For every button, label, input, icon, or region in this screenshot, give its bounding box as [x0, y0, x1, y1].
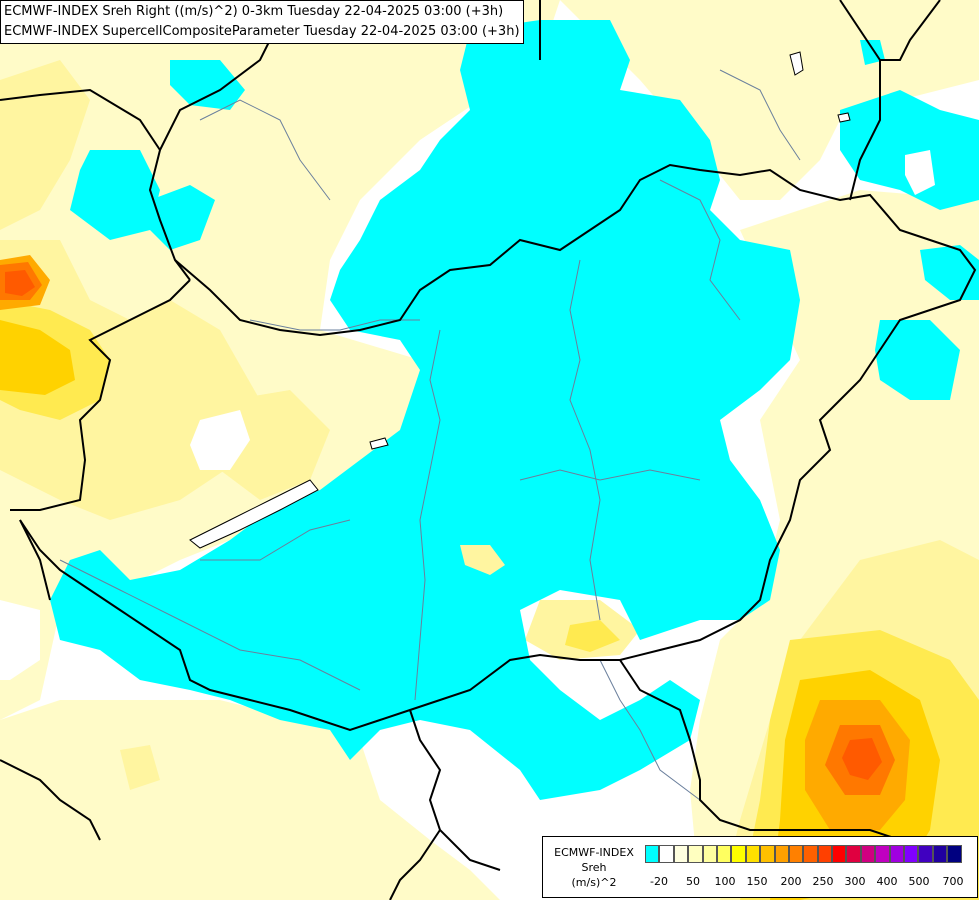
- legend-swatch: [817, 845, 833, 863]
- legend-tick-label: 700: [942, 875, 964, 888]
- color-legend: ECMWF-INDEX Sreh (m/s)^2 -20 50 100 150 200 2…: [542, 836, 978, 898]
- legend-tick-label: 300: [844, 875, 866, 888]
- legend-tick-label: 250: [812, 875, 834, 888]
- legend-swatch: [760, 845, 775, 863]
- map-title-box: ECMWF-INDEX Sreh Right ((m/s)^2) 0-3km T…: [0, 0, 524, 44]
- rivers: [59, 69, 801, 801]
- legend-swatch: [875, 845, 890, 863]
- red-orange-core: [5, 270, 882, 780]
- legend-swatch: [645, 845, 660, 863]
- legend-swatch: [889, 845, 905, 863]
- legend-swatch: [947, 845, 962, 863]
- legend-swatch: [745, 845, 761, 863]
- legend-swatch: [774, 845, 789, 863]
- legend-title-line-3: (m/s)^2: [571, 876, 617, 889]
- legend-swatch: [803, 845, 818, 863]
- legend-swatch: [731, 845, 746, 863]
- legend-swatch: [904, 845, 919, 863]
- legend-title-line-2: Sreh: [581, 861, 607, 874]
- legend-swatch: [788, 845, 804, 863]
- legend-swatch: [688, 845, 703, 863]
- legend-swatch: [702, 845, 717, 863]
- legend-swatch: [832, 845, 847, 863]
- legend-tick-label: 200: [780, 875, 802, 888]
- legend-tick-label: -20: [650, 875, 668, 888]
- legend-swatch: [846, 845, 861, 863]
- legend-tick-label: 500: [908, 875, 930, 888]
- legend-swatches: [645, 845, 962, 863]
- legend-swatch: [918, 845, 933, 863]
- white-gaps: [0, 150, 935, 680]
- lake-balaton: [189, 51, 851, 549]
- legend-tick-label: 400: [876, 875, 898, 888]
- legend-swatch: [673, 845, 689, 863]
- legend-title-line-1: ECMWF-INDEX: [554, 846, 634, 859]
- legend-swatch: [659, 845, 674, 863]
- map-title-line-1: ECMWF-INDEX Sreh Right ((m/s)^2) 0-3km T…: [4, 4, 504, 19]
- legend-swatch: [860, 845, 876, 863]
- legend-tick-label: 50: [686, 875, 700, 888]
- legend-swatch: [716, 845, 732, 863]
- legend-tick-label: 100: [714, 875, 736, 888]
- map-title-line-2: ECMWF-INDEX SupercellCompositeParameter …: [4, 24, 520, 39]
- legend-tick-labels: -20 50 100 150 200 250 300 400 500 700: [645, 875, 975, 889]
- legend-swatch: [932, 845, 948, 863]
- legend-title: ECMWF-INDEX Sreh (m/s)^2: [545, 845, 643, 890]
- legend-tick-label: 150: [746, 875, 768, 888]
